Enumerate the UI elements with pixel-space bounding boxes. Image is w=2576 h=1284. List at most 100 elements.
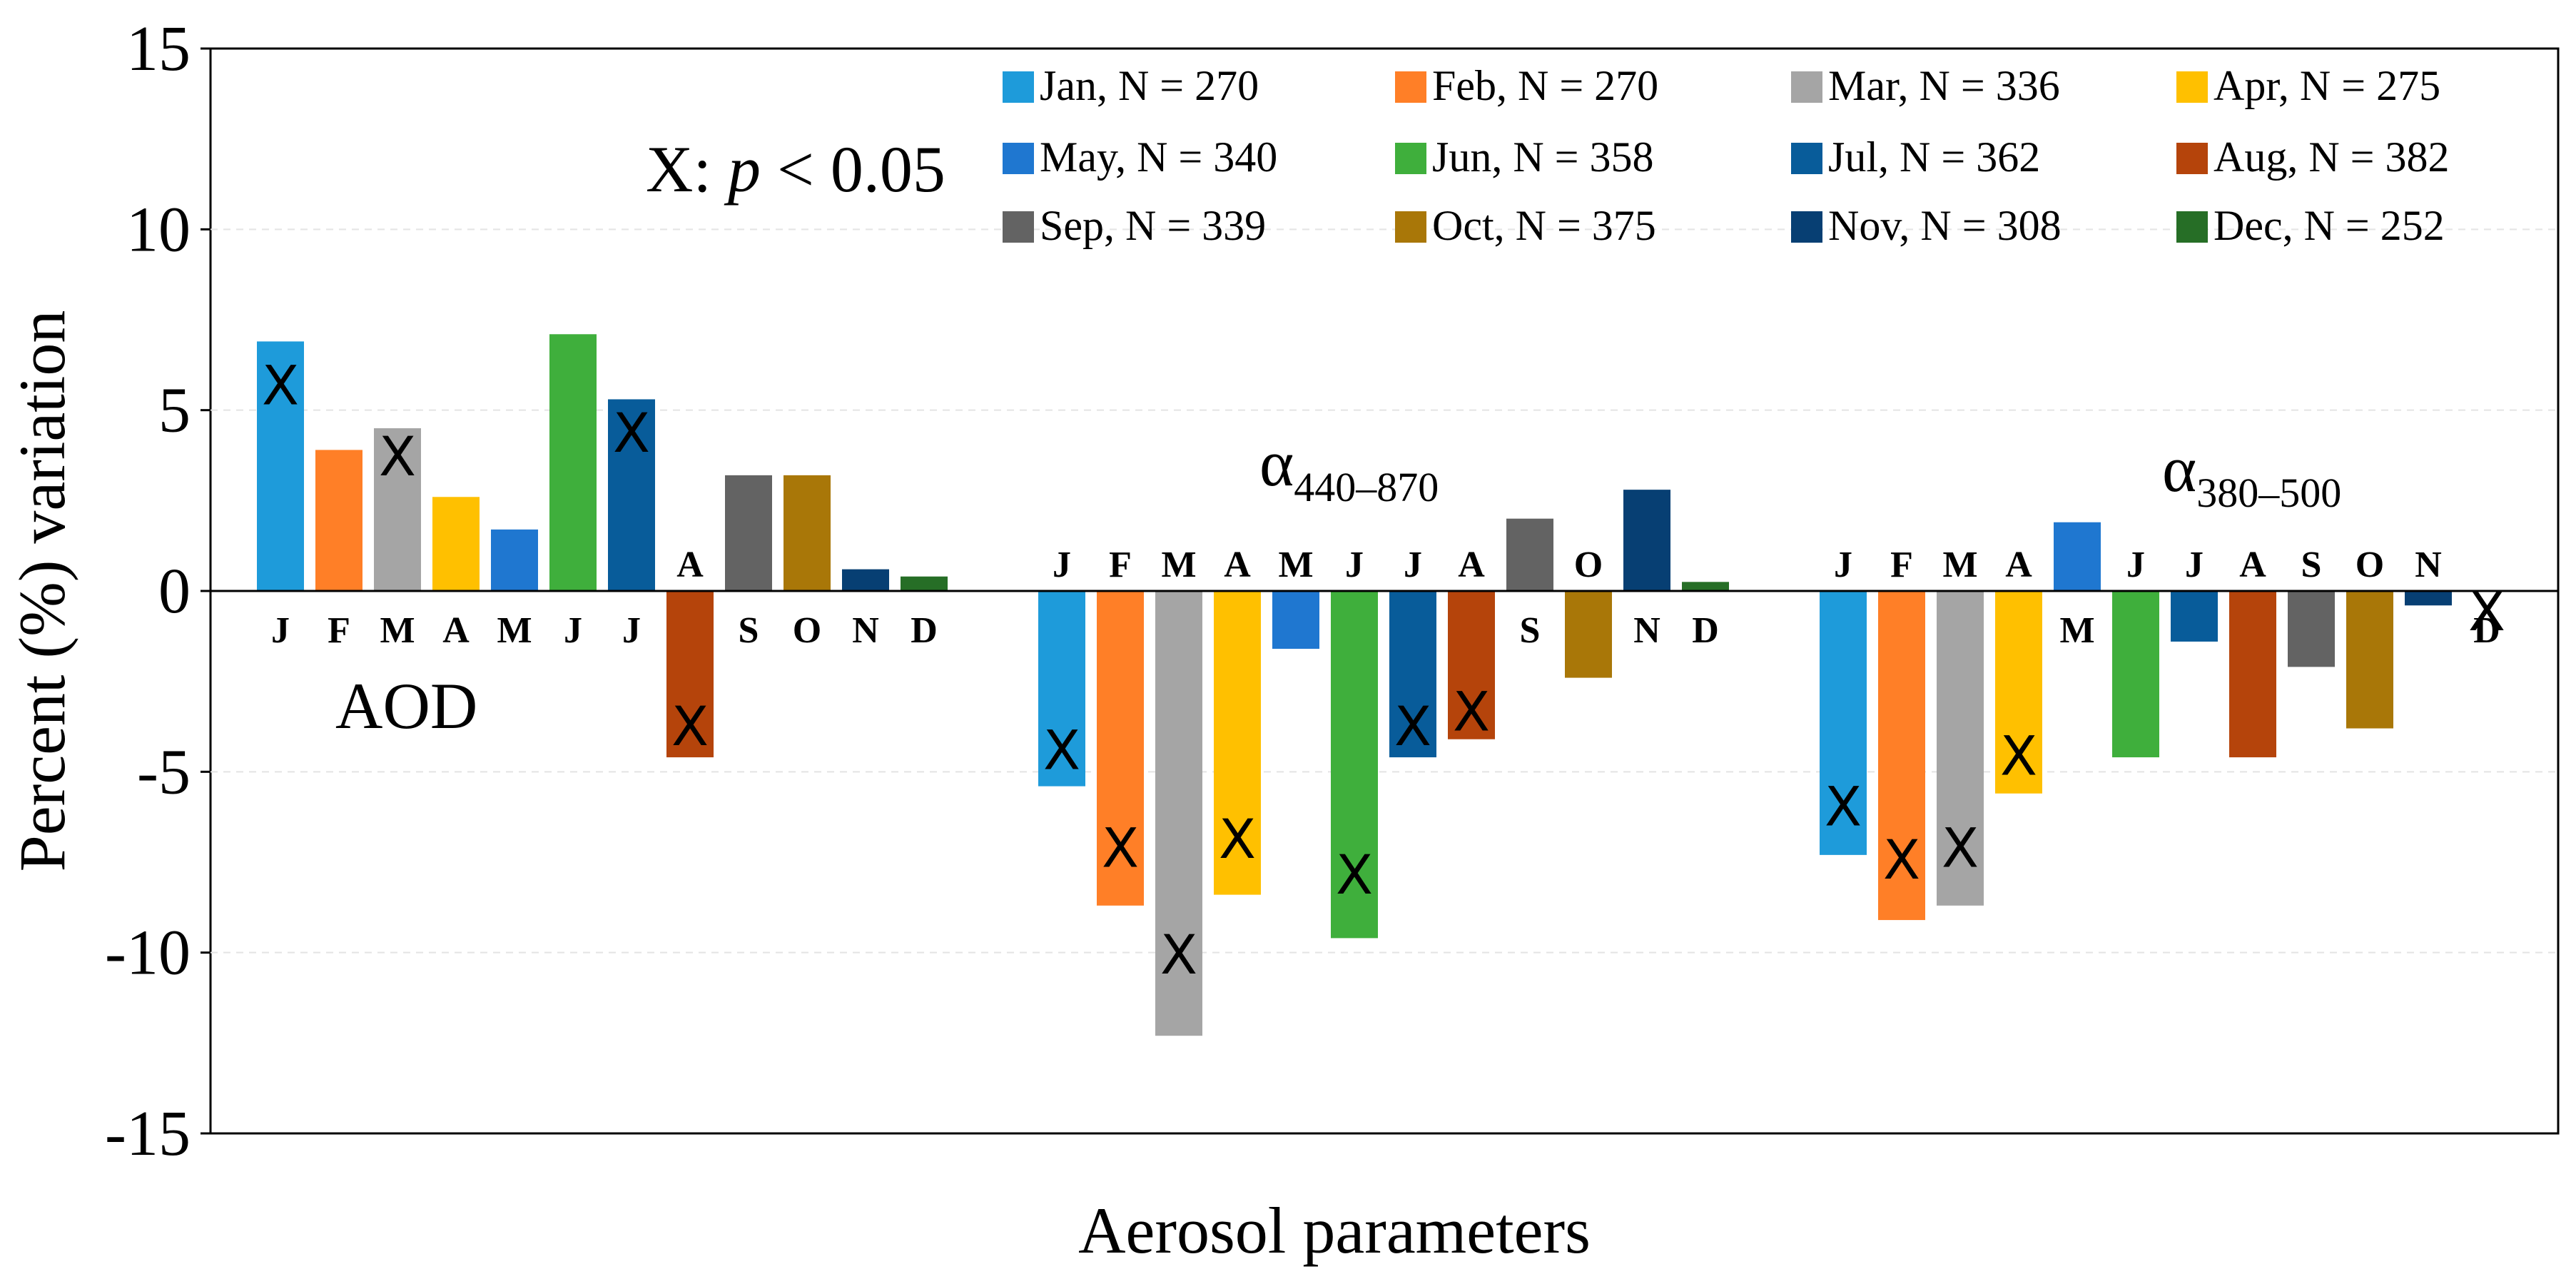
bar-alpha_440_870-apr [1214, 591, 1261, 895]
bar-alpha_440_870-nov [1623, 490, 1670, 591]
bar-AOD-jan [257, 341, 304, 591]
legend-label-jun: Jun, N = 358 [1432, 133, 1654, 181]
bar-alpha_440_870-oct [1565, 591, 1612, 678]
significance-mark: X [1336, 843, 1373, 906]
bar-alpha_380_500-sep [2288, 591, 2335, 667]
significance-mark: X [1453, 679, 1490, 743]
month-label: A [1224, 545, 1251, 585]
bar-alpha_440_870-aug [1448, 591, 1495, 739]
month-label: J [1053, 545, 1071, 585]
group-label-alpha-440-870-subscript: 440–870 [1294, 464, 1439, 510]
legend-swatch-apr [2176, 71, 2208, 103]
month-label: D [1692, 610, 1719, 651]
bar-alpha_440_870-jul [1389, 591, 1436, 758]
bar-AOD-oct [784, 475, 831, 591]
month-label: A [442, 610, 470, 651]
bar-alpha_380_500-jul [2171, 591, 2218, 642]
group-label-aod: AOD [335, 669, 477, 742]
legend: Jan, N = 270 Feb, N = 270 Mar, N = 336 Apr,… [1003, 62, 2450, 249]
y-tick-label: 15 [126, 14, 191, 84]
month-label: A [2239, 545, 2266, 585]
month-label: O [2356, 545, 2384, 585]
significance-mark: X [2468, 580, 2505, 643]
significance-mark: X [379, 425, 416, 488]
bar-alpha_440_870-jan [1038, 591, 1085, 787]
month-label: J [1834, 545, 1852, 585]
bar-AOD-aug [666, 591, 714, 758]
month-label: S [739, 610, 759, 651]
bar-alpha_380_500-nov [2405, 591, 2452, 606]
month-label: J [1404, 545, 1422, 585]
legend-label-dec: Dec, N = 252 [2214, 202, 2445, 249]
month-label: J [622, 610, 641, 651]
legend-swatch-feb [1395, 71, 1426, 103]
significance-mark: X [1883, 828, 1920, 891]
legend-swatch-sep [1003, 211, 1034, 243]
bar-alpha_440_870-may [1272, 591, 1319, 649]
month-label: M [1278, 545, 1313, 585]
legend-label-jan: Jan, N = 270 [1040, 62, 1259, 109]
y-tick-label: -15 [105, 1098, 191, 1169]
legend-label-jul: Jul, N = 362 [1828, 133, 2040, 181]
legend-swatch-dec [2176, 211, 2208, 243]
bar-AOD-feb [315, 450, 362, 591]
bar-AOD-jun [549, 334, 597, 591]
group-label-alpha-440-870: α440–870 [1259, 427, 1439, 510]
significance-note-label: X: [646, 133, 728, 206]
bar-AOD-dec [901, 576, 948, 591]
bar-alpha_440_870-sep [1506, 518, 1553, 591]
significance-note-p: p [724, 133, 761, 206]
legend-label-may: May, N = 340 [1040, 133, 1277, 181]
legend-swatch-aug [2176, 143, 2208, 174]
significance-mark: X [2000, 724, 2037, 788]
bar-alpha_440_870-dec [1682, 582, 1729, 591]
significance-mark: X [262, 353, 299, 417]
legend-swatch-may [1003, 143, 1034, 174]
month-label: D [911, 610, 938, 651]
legend-label-feb: Feb, N = 270 [1432, 62, 1658, 109]
month-label: F [328, 610, 350, 651]
significance-note: X: p < 0.05 [646, 133, 945, 206]
legend-swatch-nov [1791, 211, 1822, 243]
legend-swatch-jan [1003, 71, 1034, 103]
significance-mark: X [671, 694, 709, 758]
month-label: O [793, 610, 821, 651]
month-label: J [2126, 545, 2145, 585]
significance-mark: X [1219, 807, 1256, 871]
legend-swatch-mar [1791, 71, 1822, 103]
bars [257, 334, 2452, 1036]
significance-mark: X [1942, 816, 1979, 879]
significance-mark: X [1043, 718, 1080, 782]
y-tick-label: 5 [158, 375, 191, 446]
significance-mark: X [1160, 923, 1197, 986]
month-label: M [1942, 545, 1977, 585]
legend-label-sep: Sep, N = 339 [1040, 202, 1266, 249]
month-label: S [2301, 545, 2322, 585]
month-label: M [497, 610, 532, 651]
significance-mark: X [1102, 816, 1139, 879]
month-label: F [1109, 545, 1132, 585]
legend-swatch-jun [1395, 143, 1426, 174]
bar-AOD-apr [432, 497, 480, 591]
month-label: A [1458, 545, 1485, 585]
month-label: A [676, 545, 704, 585]
significance-mark: X [1394, 694, 1431, 758]
bar-alpha_380_500-jun [2112, 591, 2159, 758]
y-tick-label: 0 [158, 556, 191, 627]
month-label: S [1520, 610, 1541, 651]
bar-AOD-nov [842, 569, 889, 591]
month-label: N [1633, 610, 1660, 651]
bar-alpha_380_500-apr [1995, 591, 2042, 794]
month-label: N [2415, 545, 2442, 585]
x-axis-label: Aerosol parameters [1078, 1194, 1591, 1267]
month-label: J [271, 610, 290, 651]
bar-alpha_380_500-may [2054, 522, 2101, 591]
legend-swatch-jul [1791, 143, 1822, 174]
legend-label-oct: Oct, N = 375 [1432, 202, 1656, 249]
significance-note-rest: < 0.05 [761, 133, 945, 206]
group-label-alpha-380-500-symbol: α [2162, 433, 2196, 505]
y-tick-label: -5 [137, 737, 191, 807]
